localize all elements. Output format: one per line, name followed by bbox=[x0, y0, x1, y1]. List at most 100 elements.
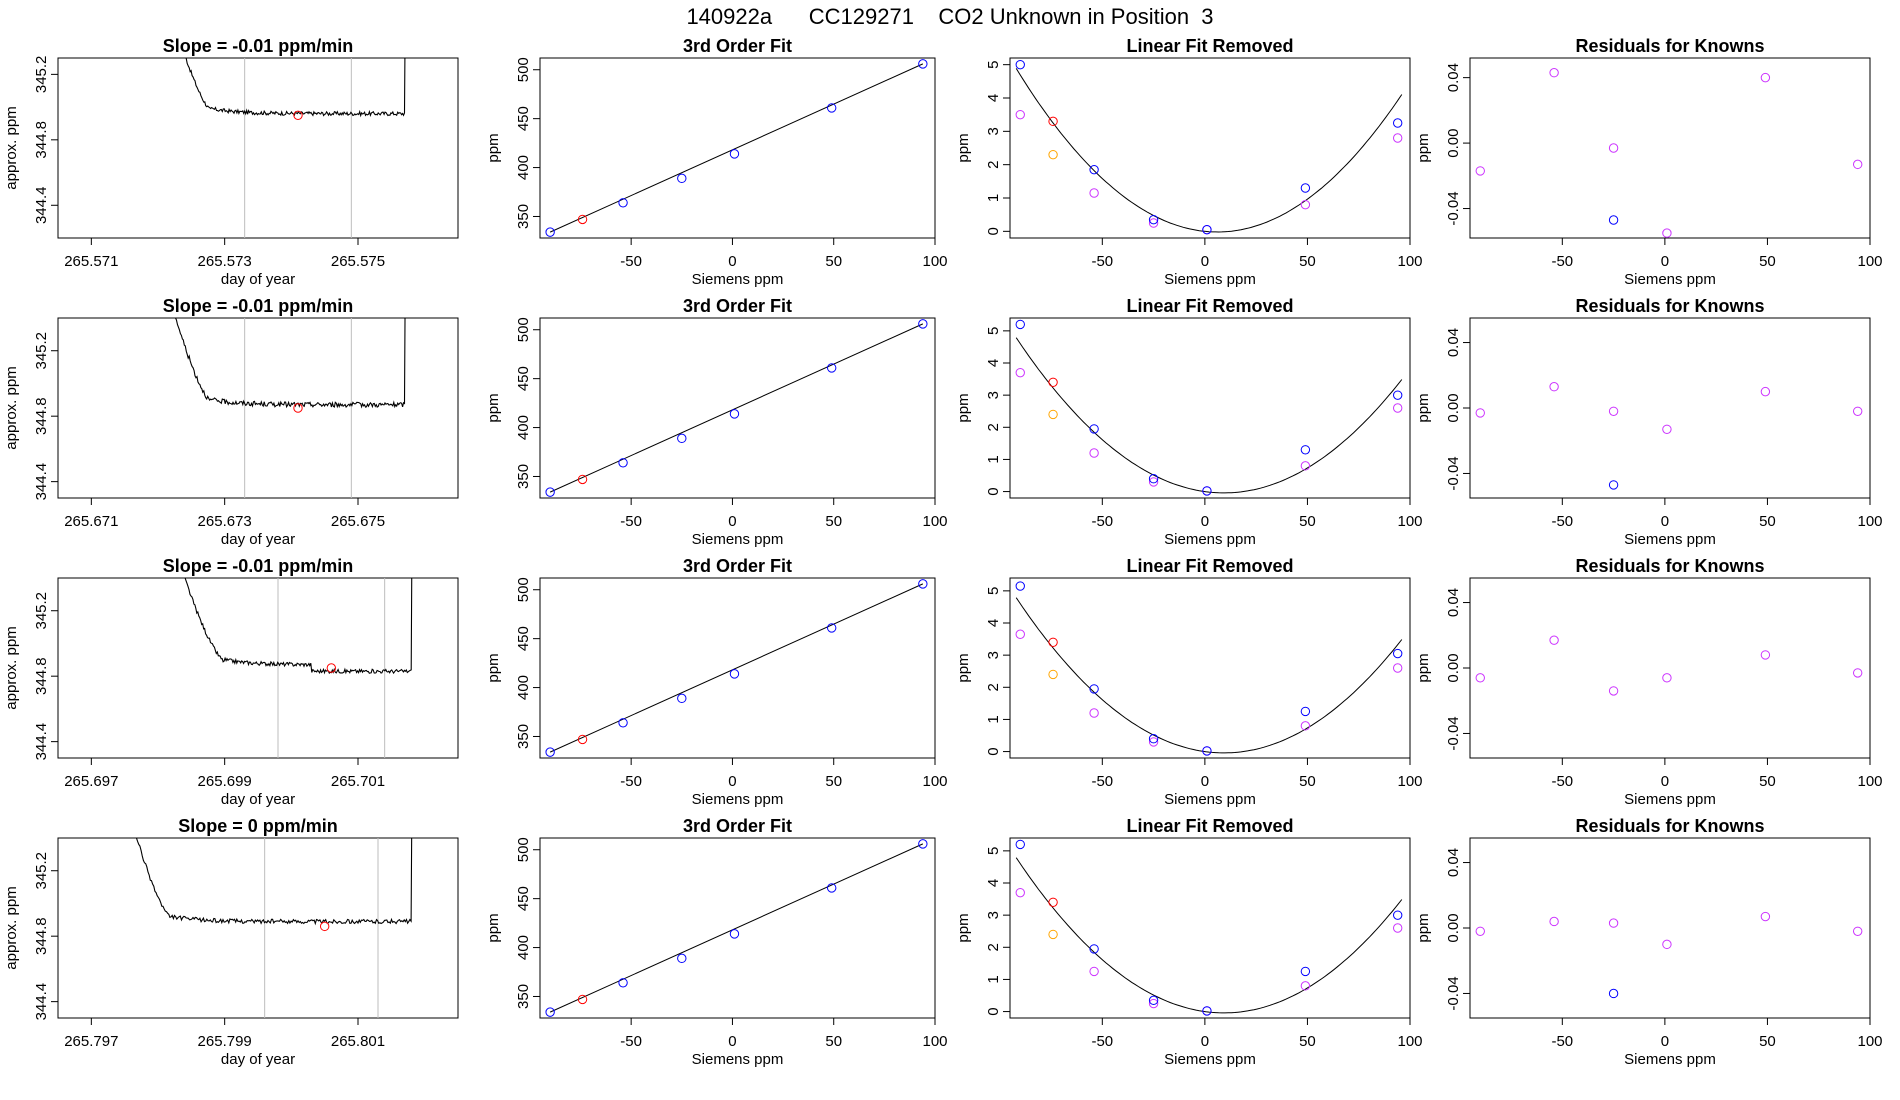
red-point bbox=[1048, 637, 1058, 647]
blue-point bbox=[826, 363, 837, 373]
plot-frame bbox=[1009, 57, 1411, 239]
panel-title: 3rd Order Fit bbox=[683, 296, 792, 316]
x-tick-label: 50 bbox=[1759, 253, 1776, 270]
plot-area bbox=[1475, 68, 1863, 238]
y-tick-label: 345.2 bbox=[33, 592, 50, 630]
y-tick-label: 1 bbox=[985, 194, 1002, 202]
x-tick-label: 0 bbox=[1661, 773, 1669, 790]
panel-title: Slope = 0 ppm/min bbox=[178, 816, 338, 836]
blue-point bbox=[1608, 480, 1619, 490]
y-tick-label: 0.04 bbox=[1445, 848, 1462, 877]
magenta-point bbox=[1549, 68, 1559, 78]
magenta-point bbox=[1015, 367, 1025, 378]
y-tick-label: 4 bbox=[985, 94, 1002, 102]
y-tick-label: -0.04 bbox=[1445, 716, 1462, 750]
y-tick-label: 345.2 bbox=[33, 852, 50, 890]
x-tick-label: 100 bbox=[1397, 773, 1422, 790]
blue-point bbox=[729, 929, 740, 939]
x-tick-label: -50 bbox=[1551, 513, 1573, 530]
y-axis-label: ppm bbox=[955, 133, 972, 162]
y-tick-label: 450 bbox=[515, 626, 532, 651]
x-tick-label: 100 bbox=[1857, 773, 1882, 790]
blue-point bbox=[1015, 581, 1025, 591]
plot-area bbox=[545, 579, 928, 757]
magenta-point bbox=[1549, 382, 1559, 392]
plot-area bbox=[174, 318, 406, 498]
x-tick-label: 0 bbox=[1201, 773, 1209, 790]
center-point bbox=[293, 403, 303, 413]
panel-1-1: Slope = -0.01 ppm/min 265.571 265.573 265.5… bbox=[3, 36, 459, 288]
magenta-point bbox=[1015, 109, 1025, 120]
plot-frame bbox=[1009, 577, 1411, 759]
y-tick-label: 450 bbox=[515, 106, 532, 131]
magenta-point bbox=[1852, 159, 1863, 170]
x-axis-label: day of year bbox=[221, 1051, 295, 1068]
y-tick-label: 4 bbox=[985, 619, 1002, 627]
y-axis-label: ppm bbox=[1415, 393, 1432, 422]
blue-point bbox=[677, 173, 687, 184]
x-tick-label: 50 bbox=[1299, 773, 1316, 790]
panel-title: 3rd Order Fit bbox=[683, 556, 792, 576]
y-tick-label: 350 bbox=[515, 204, 532, 229]
x-axis-label: Siemens ppm bbox=[1624, 791, 1716, 808]
plot-area bbox=[1015, 59, 1403, 235]
fit-curve bbox=[1015, 857, 1403, 1014]
panel-4-4: Residuals for Knowns -50 0 50 100 Siemens ppm… bbox=[1415, 816, 1883, 1068]
y-tick-label: 500 bbox=[515, 317, 532, 342]
blue-point bbox=[918, 59, 928, 69]
blue-point bbox=[1392, 118, 1403, 128]
blue-point bbox=[677, 693, 687, 704]
x-axis-label: day of year bbox=[221, 791, 295, 808]
x-tick-label: 100 bbox=[922, 513, 947, 530]
blue-point bbox=[729, 149, 740, 159]
y-tick-label: -0.04 bbox=[1445, 976, 1462, 1010]
y-tick-label: 350 bbox=[515, 984, 532, 1009]
x-tick-label: -50 bbox=[1551, 1033, 1573, 1050]
plot-area bbox=[1015, 319, 1403, 496]
y-tick-label: 0 bbox=[985, 227, 1002, 235]
y-tick-label: 5 bbox=[985, 587, 1002, 595]
plot-area bbox=[1015, 581, 1403, 756]
plot-frame bbox=[1469, 57, 1871, 239]
blue-point bbox=[1608, 988, 1619, 999]
x-tick-label: 265.675 bbox=[331, 513, 385, 530]
panel-4-1: Slope = 0 ppm/min 265.797 265.799 265.801 da… bbox=[3, 816, 459, 1068]
x-tick-label: 265.699 bbox=[198, 773, 252, 790]
blue-point bbox=[1015, 839, 1025, 850]
x-tick-label: 0 bbox=[728, 773, 736, 790]
x-tick-label: 50 bbox=[1299, 253, 1316, 270]
y-tick-label: 2 bbox=[985, 943, 1002, 951]
y-tick-label: 0.00 bbox=[1445, 913, 1462, 942]
y-tick-label: 1 bbox=[985, 455, 1002, 463]
blue-point bbox=[826, 883, 837, 893]
magenta-point bbox=[1475, 926, 1485, 936]
x-tick-label: 265.673 bbox=[198, 513, 252, 530]
y-tick-label: -0.04 bbox=[1445, 191, 1462, 225]
plot-area bbox=[1475, 382, 1863, 490]
y-tick-label: 345.2 bbox=[33, 332, 50, 370]
x-tick-label: 265.697 bbox=[64, 773, 118, 790]
y-tick-label: 350 bbox=[515, 724, 532, 749]
y-tick-label: 344.4 bbox=[33, 983, 50, 1021]
x-axis-label: Siemens ppm bbox=[692, 1051, 784, 1068]
y-tick-label: 344.8 bbox=[33, 397, 50, 435]
plot-frame bbox=[1469, 837, 1871, 1019]
blue-point bbox=[618, 198, 628, 208]
panel-3-1: Slope = -0.01 ppm/min 265.697 265.699 265.7… bbox=[3, 556, 459, 808]
panel-3-2: 3rd Order Fit -50 0 50 100 Siemens ppm 350 400 4… bbox=[485, 556, 948, 808]
blue-point bbox=[677, 433, 687, 444]
y-axis-label: approx. ppm bbox=[3, 886, 20, 969]
x-tick-label: -50 bbox=[1091, 1033, 1113, 1050]
x-tick-label: 265.797 bbox=[64, 1033, 118, 1050]
y-axis-label: ppm bbox=[1415, 133, 1432, 162]
blue-point bbox=[1202, 746, 1212, 756]
magenta-point bbox=[1608, 686, 1619, 696]
x-tick-label: -50 bbox=[1091, 513, 1113, 530]
x-tick-label: 50 bbox=[1759, 513, 1776, 530]
y-tick-label: 344.8 bbox=[33, 917, 50, 955]
x-tick-label: 100 bbox=[922, 253, 947, 270]
blue-point bbox=[1300, 966, 1311, 977]
